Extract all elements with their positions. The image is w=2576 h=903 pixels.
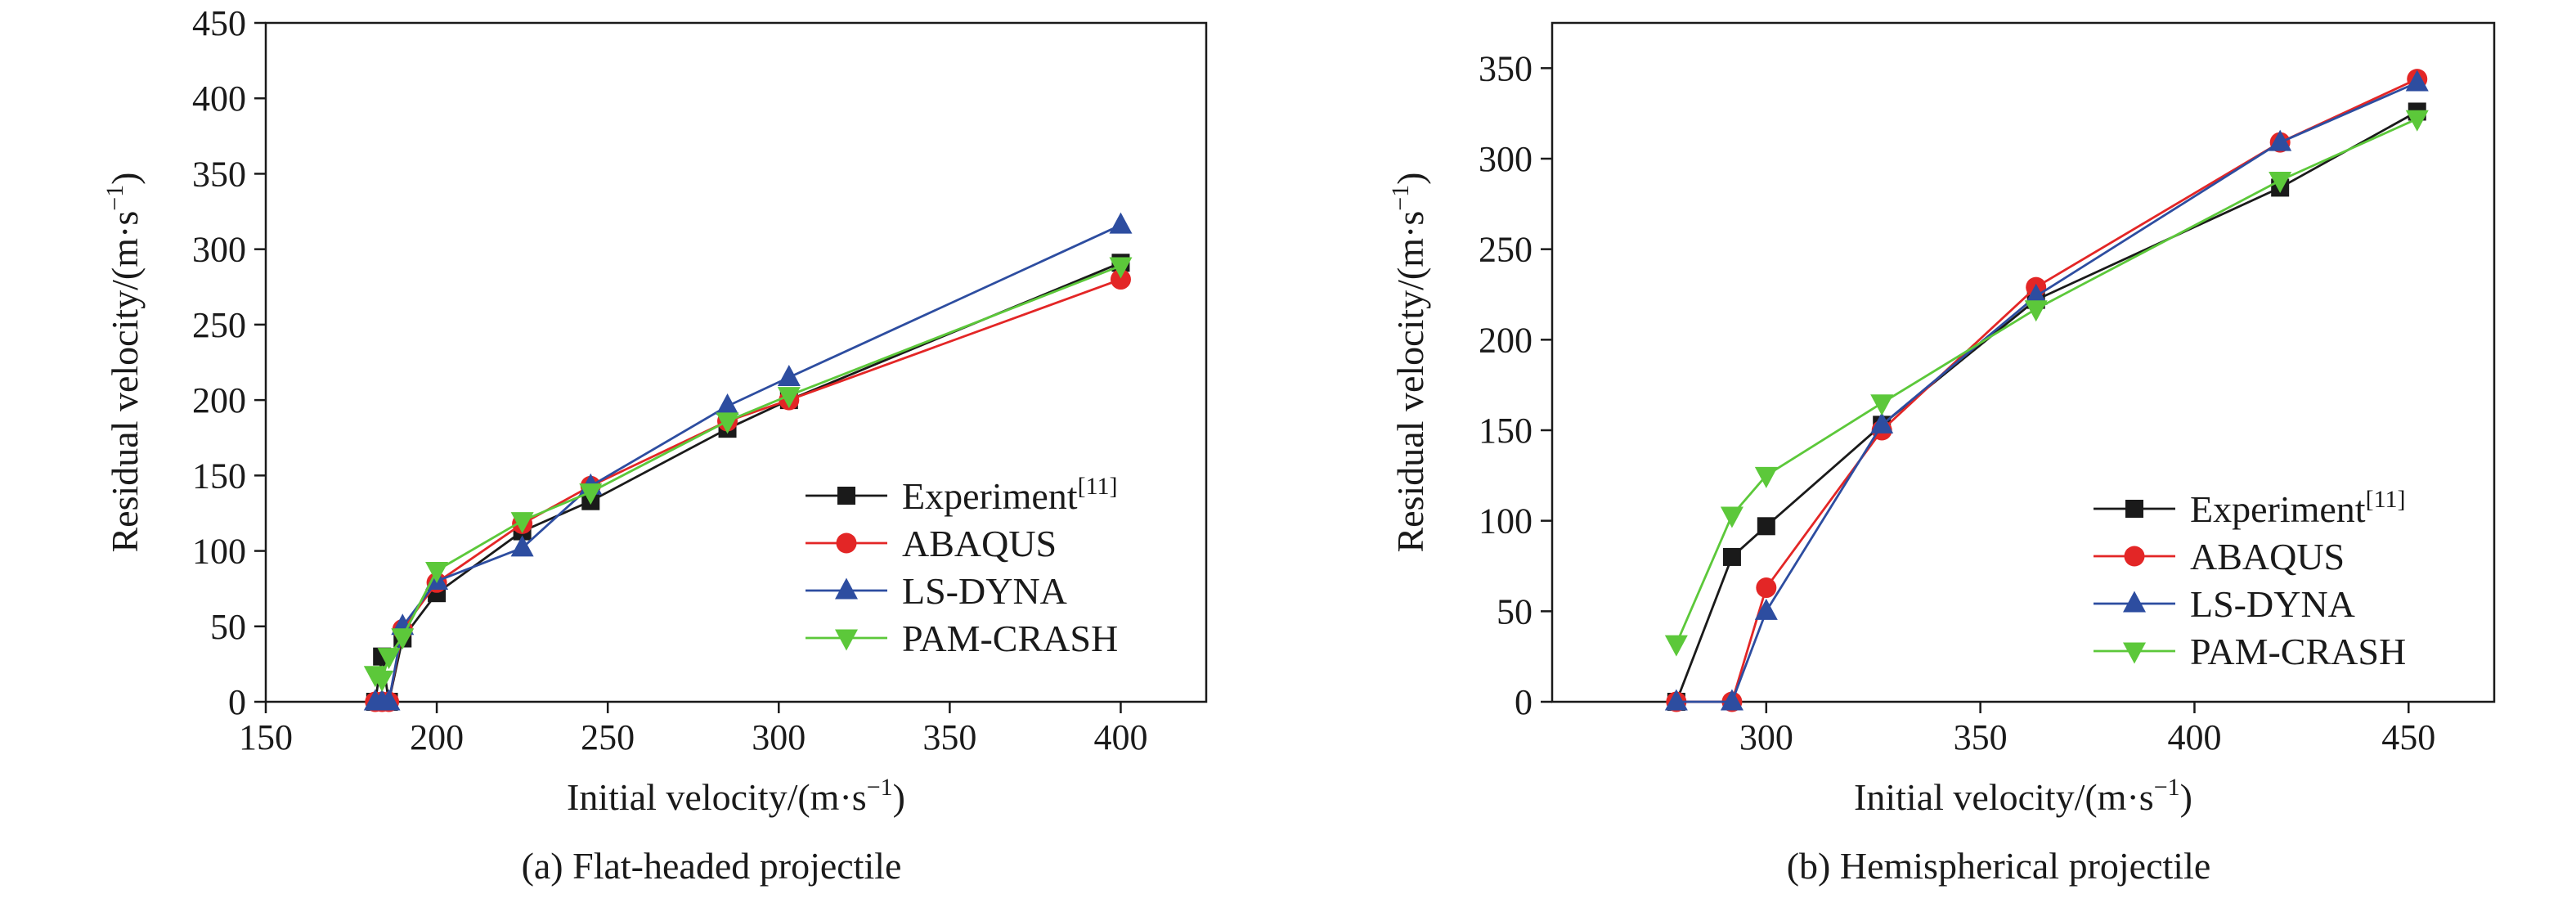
y-axis-label: Residual velocity/(m·s−1) <box>1387 172 1431 552</box>
y-tick-label: 450 <box>192 3 246 43</box>
figure-caption: (b) Hemispherical projectile <box>1787 845 2211 887</box>
y-tick-label: 100 <box>192 532 246 572</box>
y-tick-label: 350 <box>192 154 246 194</box>
x-tick-label: 150 <box>239 717 293 757</box>
y-tick-label: 350 <box>1479 48 1533 88</box>
data-point <box>2024 283 2048 305</box>
y-tick-label: 100 <box>1479 501 1533 541</box>
y-tick-label: 0 <box>1515 682 1533 722</box>
data-point <box>1110 269 1131 290</box>
plot-frame <box>264 21 1208 703</box>
data-point <box>2405 110 2429 132</box>
y-tick-label: 400 <box>192 79 246 119</box>
legend: Experiment[11] ABAQUS LS-DYNA PAM-CRASH <box>2094 486 2406 672</box>
x-tick-label: 450 <box>2381 717 2435 757</box>
x-axis-label: Initial velocity/(m·s−1) <box>567 774 905 818</box>
x-axis-label: Initial velocity/(m·s−1) <box>1854 774 2192 818</box>
x-tick-label: 200 <box>410 717 464 757</box>
legend-marker <box>835 577 858 600</box>
series-pam-crash <box>363 257 1133 692</box>
legend-marker <box>837 487 855 505</box>
series-pam-crash <box>1664 110 2429 657</box>
legend-marker <box>836 532 857 554</box>
chart-2: 300 350 400 450 0 50 100 150 200 250 300 350 Initial… <box>1387 21 2496 887</box>
legend: Experiment[11] ABAQUS LS-DYNA PAM-CRASH <box>806 473 1118 659</box>
y-tick-label: 50 <box>210 607 246 647</box>
data-point <box>716 393 739 415</box>
y-tick-label: 300 <box>192 230 246 270</box>
x-tick-label: 350 <box>922 717 976 757</box>
data-point <box>370 670 394 692</box>
y-tick-label: 150 <box>192 456 246 496</box>
series-ls-dyna <box>1664 70 2429 711</box>
plot-frame <box>1551 21 2496 703</box>
legend-label: ABAQUS <box>2190 536 2345 577</box>
data-point <box>777 364 801 386</box>
data-point <box>579 483 603 505</box>
data-point <box>1870 394 1894 416</box>
data-point <box>1109 212 1133 234</box>
y-tick-label: 250 <box>1479 230 1533 270</box>
x-tick-label: 250 <box>581 717 635 757</box>
data-point <box>1754 466 1778 488</box>
data-point <box>1722 547 1741 566</box>
figure-caption: (a) Flat-headed projectile <box>522 845 902 887</box>
legend-marker <box>835 629 858 651</box>
data-point <box>2024 300 2048 322</box>
y-tick-label: 300 <box>1479 139 1533 179</box>
data-point <box>716 412 739 434</box>
x-tick-label: 300 <box>1739 717 1793 757</box>
legend-marker <box>2123 591 2146 613</box>
data-point <box>510 535 534 557</box>
data-point <box>1870 411 1894 434</box>
data-point <box>510 512 534 534</box>
data-point <box>377 689 401 711</box>
data-point <box>1664 689 1688 711</box>
y-tick-label: 250 <box>192 305 246 345</box>
x-tick-label: 400 <box>2167 717 2221 757</box>
legend-label: Experiment[11] <box>2190 486 2405 530</box>
legend-marker <box>2123 642 2146 664</box>
data-point <box>1720 689 1744 711</box>
data-point <box>1109 257 1133 279</box>
data-point <box>2405 70 2429 92</box>
data-point <box>2269 172 2292 194</box>
y-tick-label: 0 <box>228 682 246 722</box>
data-point <box>1757 517 1775 536</box>
x-tick-label: 350 <box>1954 717 2008 757</box>
x-tick-label: 400 <box>1093 717 1147 757</box>
legend-label: PAM-CRASH <box>902 618 1118 659</box>
y-axis-label: Residual velocity/(m·s−1) <box>101 172 146 552</box>
y-tick-label: 200 <box>192 380 246 420</box>
data-point <box>1756 577 1777 599</box>
y-tick-label: 200 <box>1479 320 1533 360</box>
data-point <box>377 648 401 670</box>
data-point <box>2269 129 2292 151</box>
y-tick-label: 150 <box>1479 411 1533 451</box>
legend-label: PAM-CRASH <box>2190 631 2406 672</box>
data-point <box>1664 635 1688 657</box>
data-point <box>391 628 415 650</box>
legend-marker <box>2125 500 2143 518</box>
legend-label: LS-DYNA <box>902 570 1067 612</box>
y-tick-label: 50 <box>1497 591 1533 631</box>
legend-label: LS-DYNA <box>2190 583 2355 625</box>
data-point <box>1754 598 1778 620</box>
legend-marker <box>2124 546 2145 567</box>
legend-label: Experiment[11] <box>902 473 1117 517</box>
x-tick-label: 300 <box>752 717 806 757</box>
legend-label: ABAQUS <box>902 523 1057 564</box>
data-point <box>777 387 801 409</box>
chart-1: 150 200 250 300 350 400 0 50 100 150 200 250 300 350 4… <box>101 3 1208 887</box>
data-point <box>425 562 449 584</box>
data-point <box>1720 506 1744 528</box>
